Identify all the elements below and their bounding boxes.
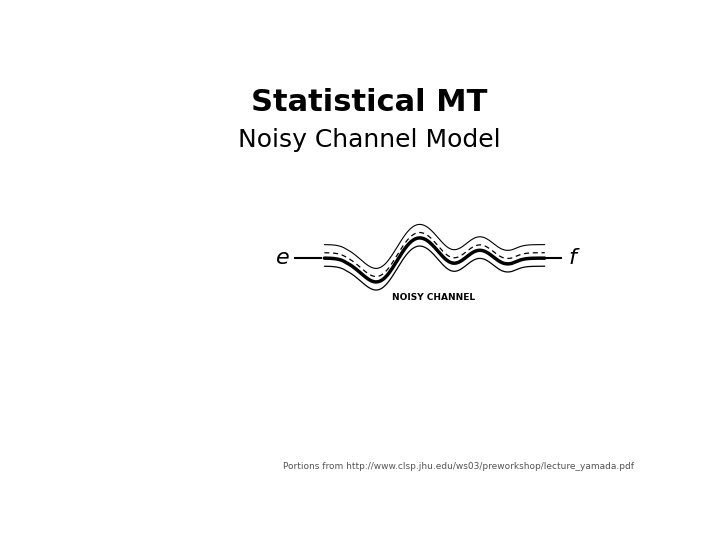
Text: Portions from http://www.clsp.jhu.edu/ws03/preworkshop/lecture_yamada.pdf: Portions from http://www.clsp.jhu.edu/ws… [283,462,634,471]
Text: e: e [276,248,289,268]
Text: NOISY CHANNEL: NOISY CHANNEL [392,293,474,302]
Text: Noisy Channel Model: Noisy Channel Model [238,127,500,152]
Text: Statistical MT: Statistical MT [251,87,487,117]
Text: f: f [569,248,577,268]
